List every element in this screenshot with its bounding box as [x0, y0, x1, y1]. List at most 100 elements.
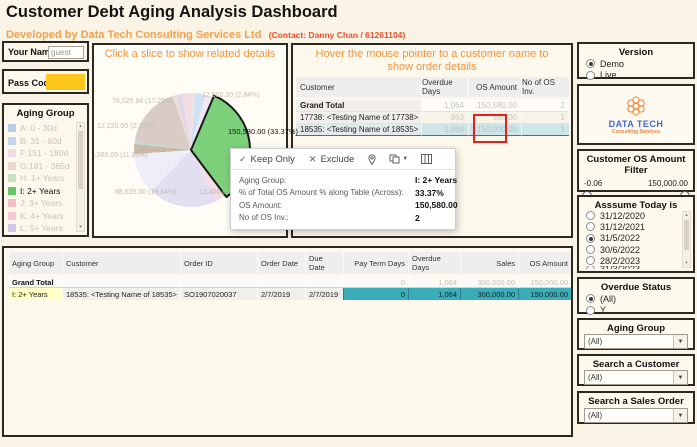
- legend-item-label: A: 0 - 30d: [20, 123, 57, 134]
- logo-name: DATA TECH: [608, 119, 664, 129]
- tooltip-row-label: OS Amount:: [239, 200, 283, 210]
- row-label: 17738: <Testing Name of 17738>: [295, 112, 421, 124]
- empty-cell: [305, 277, 343, 288]
- tooltip-row-label: % of Total OS Amount % along Table (Acro…: [239, 188, 404, 198]
- overdue-status-panel: Overdue Status (All) Y: [577, 277, 695, 317]
- column-header-due-date: Due Date: [305, 252, 343, 274]
- date-option-31-12-2021[interactable]: 31/12/2021: [581, 221, 680, 232]
- scroll-down-icon[interactable]: ▾: [79, 224, 82, 230]
- cell-pay-term-days: 0: [343, 288, 408, 300]
- legend-item-label: J: 3+ Years: [20, 198, 63, 209]
- legend-swatch: [8, 199, 16, 208]
- legend-swatch: [8, 149, 16, 158]
- legend-item-a[interactable]: A: 0 - 30d: [8, 122, 73, 135]
- legend-item-f[interactable]: F:151 - 180d: [8, 147, 73, 160]
- column-header-os-amount: OS Amount: [518, 252, 571, 274]
- highlight-pin-icon[interactable]: [368, 153, 376, 165]
- chevron-down-icon[interactable]: ▼: [673, 371, 687, 384]
- column-header-overdue-days: Overdue Days: [421, 77, 468, 97]
- customer-table-panel: Hover the mouse pointer to a customer na…: [291, 43, 573, 238]
- sales-order-search-dropdown[interactable]: (All) ▼: [584, 408, 688, 423]
- pass-code-label: Pass Code: [8, 78, 55, 88]
- aging-group-dropdown[interactable]: (All) ▼: [584, 334, 688, 349]
- customer-row-grand-total[interactable]: Grand Total 1,064 150,580.00 2: [295, 100, 569, 112]
- your-name-label: Your Name: [8, 47, 55, 57]
- column-header-no-of-os-inv: No of OS Inv.: [521, 77, 569, 97]
- legend-item-b[interactable]: B: 31 - 60d: [8, 135, 73, 148]
- assume-today-scrollbar[interactable]: ▴ ▾: [682, 211, 691, 268]
- customer-row-18535-highlighted[interactable]: 18535: <Testing Name of 18535> 1,064 150…: [295, 124, 569, 136]
- column-header-os-amount: OS Amount: [468, 77, 521, 97]
- row-label: Grand Total: [295, 100, 421, 112]
- os-filter-title: Customer OS Amount Filter: [586, 154, 686, 176]
- scrollbar-thumb[interactable]: [684, 220, 689, 250]
- legend-swatch: [8, 211, 16, 220]
- legend-item-label: I: 2+ Years: [20, 185, 61, 196]
- cell-no-of-os-inv: 2: [521, 100, 569, 112]
- scroll-up-icon[interactable]: ▴: [79, 123, 82, 129]
- pie-label: 12,220.00 (2.71%): [97, 123, 155, 130]
- red-annotation-rectangle: [473, 114, 507, 143]
- empty-cell: [62, 277, 180, 288]
- date-option-31-5-2022-selected[interactable]: 31/5/2022: [581, 233, 680, 244]
- overdue-option-all[interactable]: (All): [579, 293, 693, 305]
- dropdown-value: (All): [588, 373, 603, 382]
- radio-label: 31/12/2021: [600, 221, 646, 232]
- legend-swatch: [8, 174, 16, 183]
- pie-label: 53,260.00 (11.80%): [92, 152, 148, 159]
- scrollbar-thumb[interactable]: [78, 131, 83, 189]
- legend-swatch: [8, 224, 16, 232]
- legend-item-j[interactable]: J: 3+ Years: [8, 197, 73, 210]
- view-data-icon[interactable]: [421, 154, 433, 164]
- radio-selected-icon: [586, 294, 595, 304]
- radio-icon: [586, 70, 595, 80]
- legend-item-k[interactable]: K: 4+ Years: [8, 210, 73, 223]
- pie-label: 12,406.00: [199, 189, 231, 196]
- date-option-31-3-2023-partial[interactable]: 31/3/2023: [581, 266, 680, 269]
- version-option-demo[interactable]: Demo: [579, 58, 693, 70]
- radio-label: 31/3/2023: [600, 266, 640, 269]
- cell-order-id: SO1907020037: [180, 288, 257, 300]
- legend-item-g[interactable]: G:181 - 365d: [8, 160, 73, 173]
- radio-label: 31/5/2022: [600, 233, 641, 244]
- exclude-button[interactable]: ✕ Exclude: [309, 154, 354, 165]
- tooltip-body: Aging Group: I: 2+ Years % of Total OS A…: [231, 170, 458, 229]
- your-name-input[interactable]: [48, 46, 84, 59]
- legend-item-l[interactable]: L: 5+ Years: [8, 222, 73, 232]
- date-option-30-6-2022[interactable]: 30/6/2022: [581, 244, 680, 255]
- date-option-28-2-2023[interactable]: 28/2/2023: [581, 255, 680, 266]
- pass-code-input[interactable]: [46, 74, 85, 90]
- radio-icon: [586, 256, 595, 266]
- customer-row-17738[interactable]: 17738: <Testing Name of 17738> 963 580.0…: [295, 112, 569, 124]
- group-members-icon[interactable]: ▼: [389, 154, 408, 164]
- radio-label: (All): [600, 293, 616, 304]
- company-logo: DATA TECH Consulting Services: [579, 86, 693, 143]
- order-row-grand-total[interactable]: Grand Total 0 1,064 300,000.00 150,000.0…: [8, 277, 571, 288]
- tooltip-row-label: Aging Group:: [239, 175, 287, 185]
- date-option-31-12-2020[interactable]: 31/12/2020: [581, 210, 680, 221]
- legend-item-i-selected[interactable]: I: 2+ Years: [8, 185, 73, 198]
- keep-only-button[interactable]: ✓ Keep Only: [239, 154, 295, 165]
- legend-item-h[interactable]: H: 1+ Years: [8, 172, 73, 185]
- empty-cell: [257, 277, 305, 288]
- cell-aging-group: I: 2+ Years: [8, 288, 62, 300]
- chevron-down-icon[interactable]: ▼: [673, 335, 687, 348]
- legend-scrollbar[interactable]: ▴ ▾: [76, 122, 85, 232]
- scroll-up-icon[interactable]: ▴: [685, 212, 688, 218]
- version-option-live[interactable]: Live: [579, 70, 693, 82]
- sales-order-search-panel: Search a Sales Order (All) ▼: [577, 391, 695, 424]
- chevron-down-icon: ▼: [402, 156, 409, 162]
- tooltip-row-value: 33.37%: [415, 187, 444, 198]
- pie-panel-title: Click a slice to show related details: [104, 48, 276, 60]
- developer-credit: Developed by Data Tech Consulting Servic…: [6, 29, 262, 41]
- contact-info: (Contact: Danny Chan / 61261104): [268, 30, 406, 40]
- column-header-customer: Customer: [62, 252, 180, 274]
- scroll-down-icon[interactable]: ▾: [685, 260, 688, 266]
- overdue-option-y[interactable]: Y: [579, 305, 693, 317]
- chevron-down-icon[interactable]: ▼: [673, 409, 687, 422]
- customer-search-dropdown[interactable]: (All) ▼: [584, 370, 688, 385]
- column-header-aging-group: Aging Group: [8, 252, 62, 274]
- order-row-18535[interactable]: I: 2+ Years 18535: <Testing Name of 1853…: [8, 288, 571, 300]
- sales-order-search-title: Search a Sales Order: [588, 396, 684, 407]
